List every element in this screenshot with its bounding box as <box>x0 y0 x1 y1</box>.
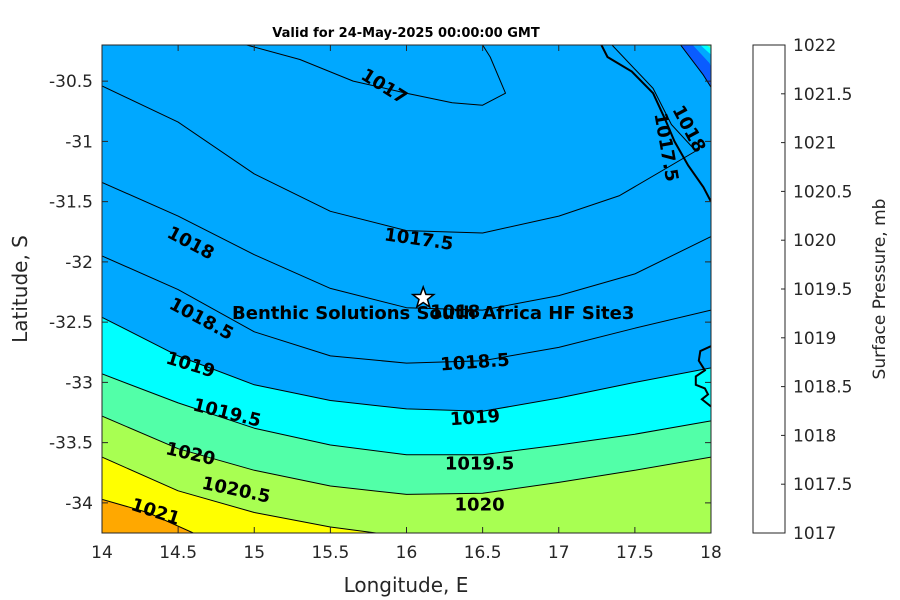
colorbar-tick-label: 1017.5 <box>793 475 852 495</box>
contour-label: 1019.5 <box>445 453 514 474</box>
contour-lines <box>102 45 711 533</box>
site-marker: Benthic Solutions South Africa HF Site3 <box>232 284 634 324</box>
x-tick-label: 16 <box>396 543 418 563</box>
x-tick-label: 17.5 <box>616 543 654 563</box>
colorbar-tick-label: 1021.5 <box>793 85 852 105</box>
corner-band <box>706 45 711 49</box>
y-axis-ticks: -30.5 -31 -31.5 -32 -32.5 -33 -33.5 -34 <box>49 72 711 514</box>
colorbar-tick-label: 1019.5 <box>793 280 852 300</box>
colorbar-tick-label: 1018 <box>793 426 836 446</box>
x-tick-label: 15 <box>243 543 265 563</box>
contour-label: 1020 <box>455 494 505 515</box>
colorbar-tick-label: 1021 <box>793 134 836 154</box>
contour-label: 1018 <box>430 302 480 323</box>
colorbar: 1017 1017.5 1018 1018.5 1019 1019.5 1020 1020.5… <box>752 36 852 544</box>
x-tick-label: 16.5 <box>464 543 502 563</box>
contour-line <box>102 45 697 234</box>
band-1020-5 <box>102 457 377 533</box>
coastline-segment <box>600 45 711 203</box>
coastline <box>600 45 711 408</box>
x-tick-label: 17 <box>548 543 570 563</box>
site-star-icon <box>410 284 436 309</box>
x-axis-label: Longitude, E <box>344 573 469 597</box>
band-1021 <box>102 499 194 533</box>
colorbar-tick-label: 1020.5 <box>793 182 852 202</box>
colorbar-frame <box>752 44 786 534</box>
y-tick-label: -32.5 <box>49 313 93 333</box>
colorbar-tick-label: 1022 <box>793 36 836 56</box>
contour-line <box>102 255 711 364</box>
y-tick-label: -31.5 <box>49 193 93 213</box>
x-tick-label: 14 <box>91 543 113 563</box>
contour-line <box>102 181 711 311</box>
y-axis-label: Latitude, S <box>8 235 32 343</box>
colorbar-tick-label: 1019 <box>793 329 836 349</box>
site-label: Benthic Solutions South Africa HF Site3 <box>232 303 634 324</box>
contour-line <box>102 498 194 533</box>
plot-area: 10171017.51017.51018101810181018.51018.5… <box>102 45 711 533</box>
colorbar-tick-label: 1018.5 <box>793 378 852 398</box>
y-tick-label: -30.5 <box>49 72 93 92</box>
x-tick-label: 18 <box>700 543 722 563</box>
y-tick-label: -32 <box>65 253 93 273</box>
y-tick-label: -31 <box>65 132 93 152</box>
y-tick-label: -33 <box>65 373 93 393</box>
contour-line <box>680 45 711 88</box>
contour-line <box>102 316 711 412</box>
chart-title: Valid for 24-May-2025 00:00:00 GMT <box>272 26 540 41</box>
contour-line <box>102 373 711 456</box>
band-1020 <box>102 416 711 533</box>
coastline-segment <box>694 345 711 408</box>
colorbar-label: Surface Pressure, mb <box>870 199 890 380</box>
x-axis-ticks: 14 14.5 15 15.5 16 16.5 17 17.5 18 <box>91 45 722 563</box>
contour-line <box>246 45 506 106</box>
colorbar-tick-label: 1020 <box>793 231 836 251</box>
y-tick-label: -34 <box>65 494 93 514</box>
contour-line <box>102 456 377 533</box>
contour-line <box>102 415 711 495</box>
corner-band <box>700 45 711 55</box>
x-tick-label: 15.5 <box>311 543 349 563</box>
x-tick-label: 14.5 <box>159 543 197 563</box>
y-tick-label: -33.5 <box>49 434 93 454</box>
colorbar-tick-label: 1017 <box>793 524 836 544</box>
contour-label: 1019 <box>449 406 500 430</box>
contour-label: 1018.5 <box>440 350 511 376</box>
